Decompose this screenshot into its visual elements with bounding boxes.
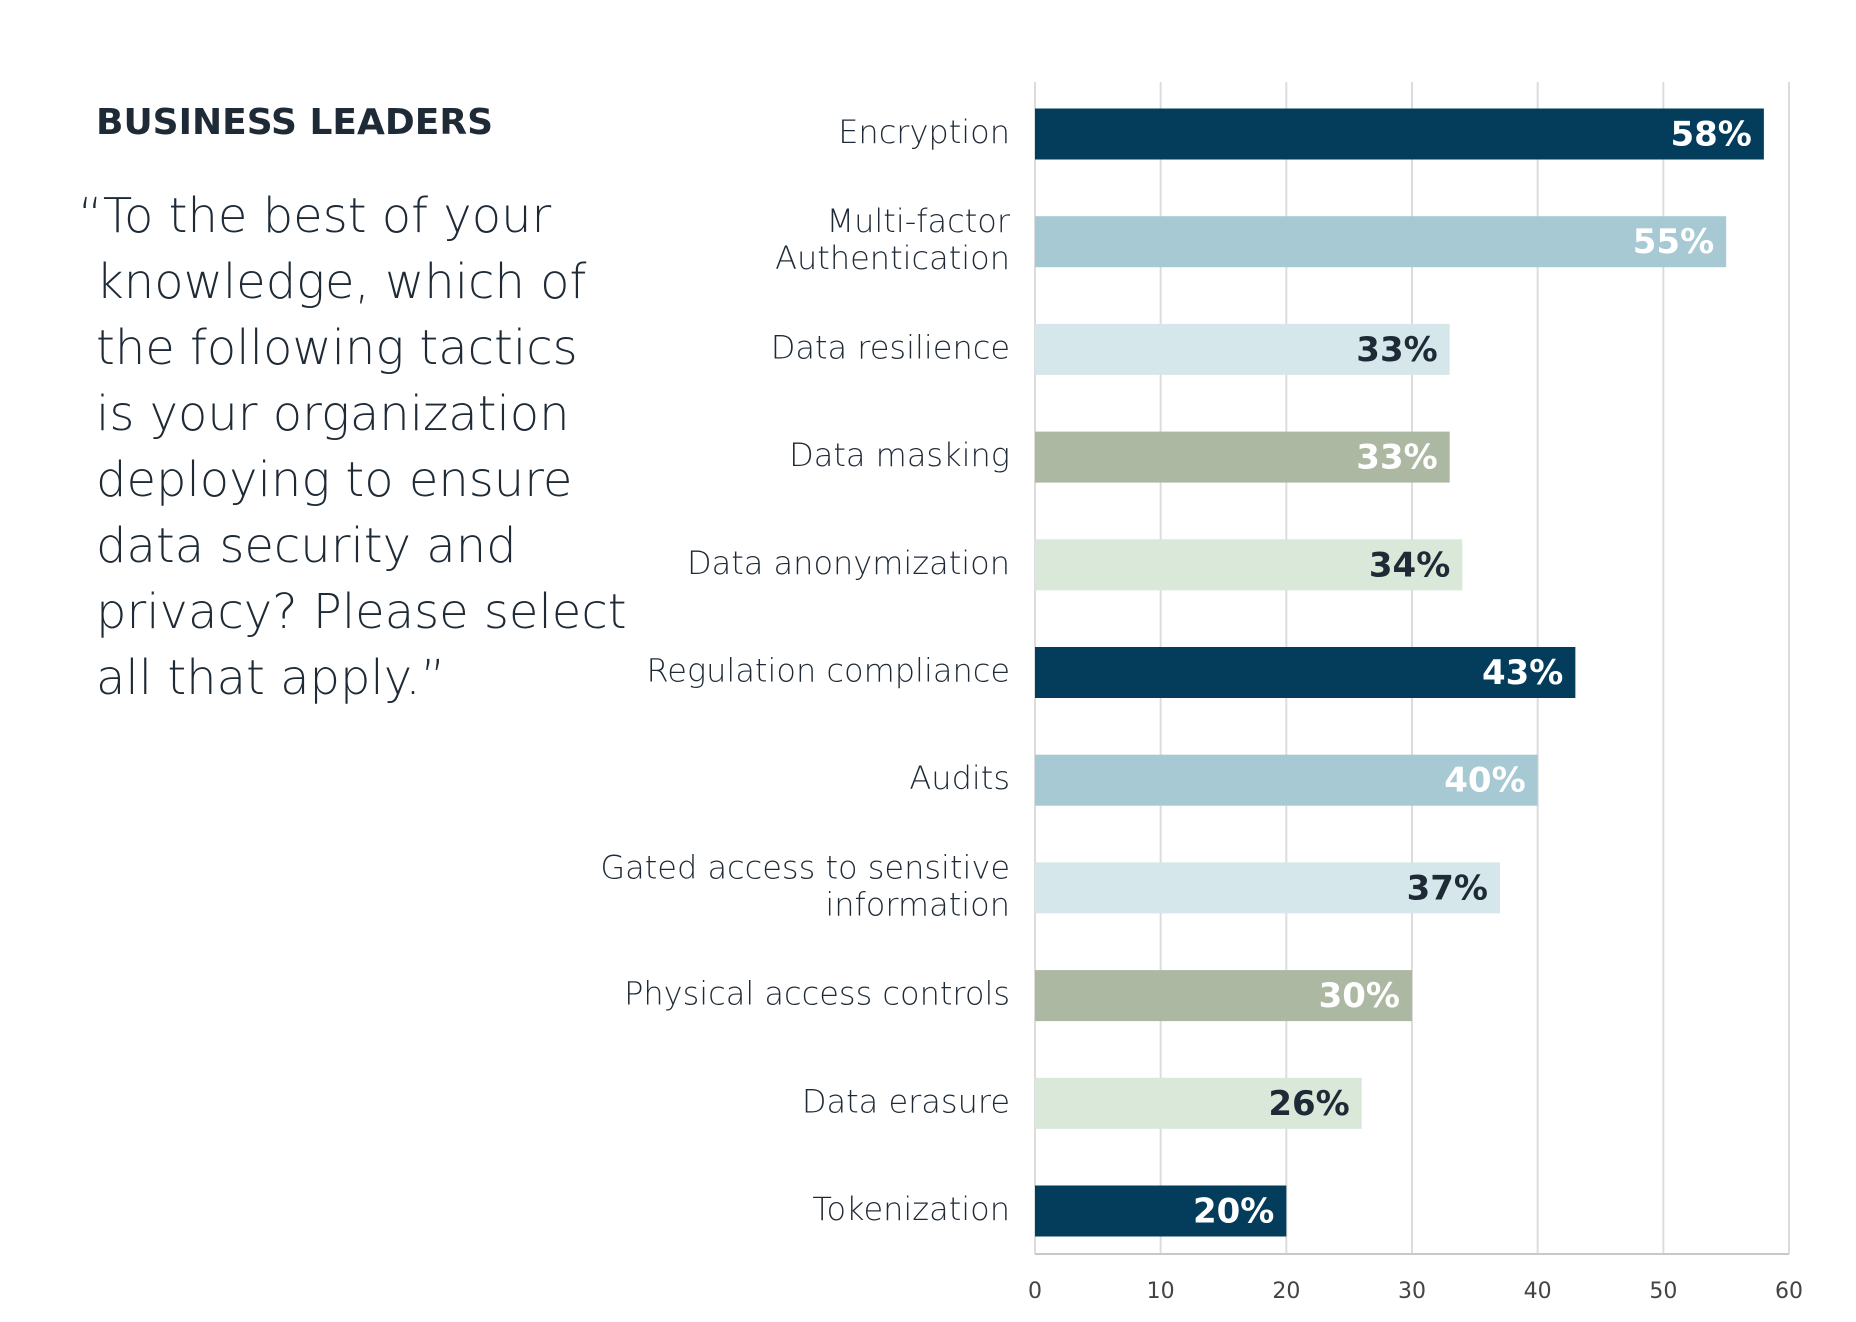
- value-label: 40%: [1444, 761, 1525, 801]
- question-line: all that apply.”: [96, 650, 445, 706]
- value-label: 37%: [1407, 868, 1488, 908]
- x-tick-label: 30: [1398, 1279, 1426, 1304]
- y-tick-label: Data resilience: [771, 328, 1010, 366]
- x-tick-label: 60: [1775, 1279, 1803, 1304]
- bar: [1035, 216, 1727, 268]
- heading: BUSINESS LEADERS: [96, 102, 493, 143]
- bar: [1035, 539, 1463, 591]
- y-tick-label: Physical access controls: [624, 975, 1010, 1013]
- question-line: is your organization: [96, 386, 570, 442]
- bar: [1035, 862, 1500, 914]
- y-tick-label: Data erasure: [802, 1082, 1010, 1120]
- y-tick-label: Regulation compliance: [646, 652, 1010, 690]
- bar: [1035, 323, 1450, 375]
- x-tick-label: 50: [1649, 1279, 1677, 1304]
- y-tick-label: Data anonymization: [687, 544, 1010, 582]
- y-tick-label: Audits: [909, 759, 1010, 797]
- value-label: 26%: [1268, 1084, 1349, 1124]
- bar: [1035, 1185, 1287, 1237]
- y-tick-label: Authentication: [775, 239, 1010, 277]
- bar: [1035, 754, 1538, 806]
- value-label: 58%: [1670, 115, 1751, 155]
- y-tick-label: information: [825, 885, 1010, 923]
- question-line: “To the best of your: [78, 188, 551, 244]
- value-label: 33%: [1356, 330, 1437, 370]
- x-tick-label: 20: [1272, 1279, 1300, 1304]
- y-tick-label: Encryption: [838, 113, 1010, 151]
- question-line: deploying to ensure: [96, 452, 572, 508]
- x-tick-label: 40: [1524, 1279, 1552, 1304]
- value-label: 43%: [1482, 653, 1563, 693]
- bar: [1035, 647, 1576, 698]
- bar: [1035, 970, 1412, 1022]
- bar: [1035, 431, 1450, 483]
- value-label: 34%: [1369, 545, 1450, 585]
- y-tick-label: Gated access to sensitive: [600, 848, 1010, 886]
- bar: [1035, 1077, 1362, 1129]
- bar: [1035, 108, 1764, 160]
- value-label: 55%: [1633, 222, 1714, 262]
- question-line: the following tactics: [96, 320, 578, 376]
- question-line: privacy? Please select: [96, 584, 627, 640]
- value-label: 33%: [1356, 438, 1437, 478]
- question-line: knowledge, which of: [96, 254, 586, 310]
- y-tick-label: Tokenization: [812, 1190, 1010, 1228]
- y-tick-label: Multi-factor: [826, 202, 1010, 240]
- value-label: 30%: [1319, 976, 1400, 1016]
- x-tick-label: 0: [1028, 1279, 1042, 1304]
- y-tick-label: Data masking: [789, 436, 1010, 474]
- value-label: 20%: [1193, 1192, 1274, 1232]
- x-tick-label: 10: [1147, 1279, 1175, 1304]
- question-line: data security and: [96, 518, 517, 574]
